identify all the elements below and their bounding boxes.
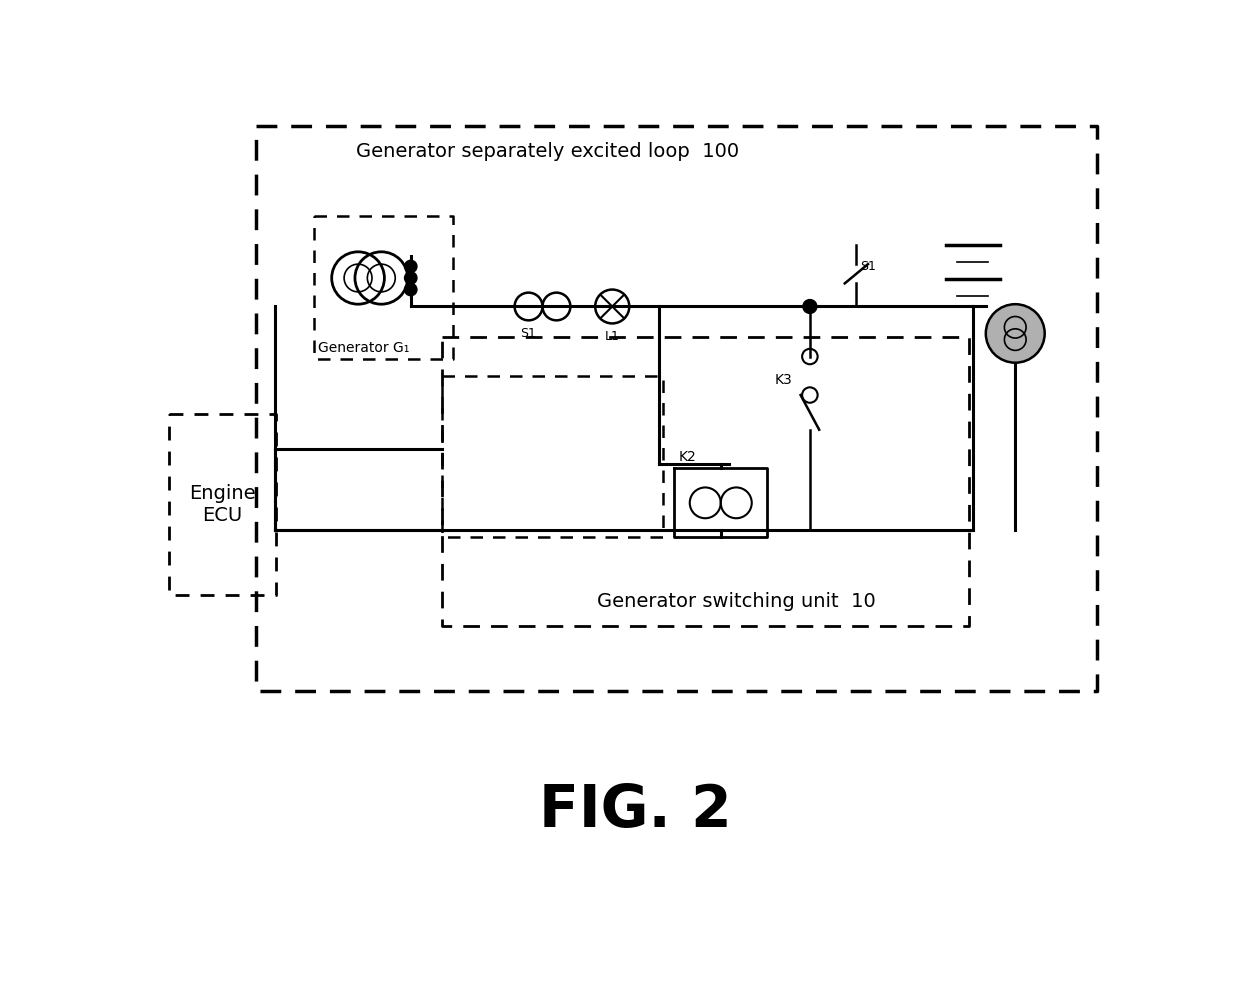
Circle shape: [986, 304, 1044, 362]
Text: Generator G₁: Generator G₁: [317, 341, 409, 355]
Text: L1: L1: [605, 330, 620, 343]
Text: K3: K3: [775, 372, 792, 387]
Circle shape: [404, 260, 417, 273]
Text: Generator switching unit  10: Generator switching unit 10: [596, 591, 875, 611]
Circle shape: [404, 272, 417, 284]
Circle shape: [804, 300, 817, 313]
Text: FIG. 2: FIG. 2: [539, 783, 732, 840]
Text: K2: K2: [678, 451, 696, 464]
Text: S1: S1: [521, 326, 537, 340]
Text: S1: S1: [861, 260, 877, 273]
Text: Generator separately excited loop  100: Generator separately excited loop 100: [357, 142, 739, 161]
Text: Engine
ECU: Engine ECU: [190, 484, 255, 525]
Circle shape: [404, 284, 417, 296]
